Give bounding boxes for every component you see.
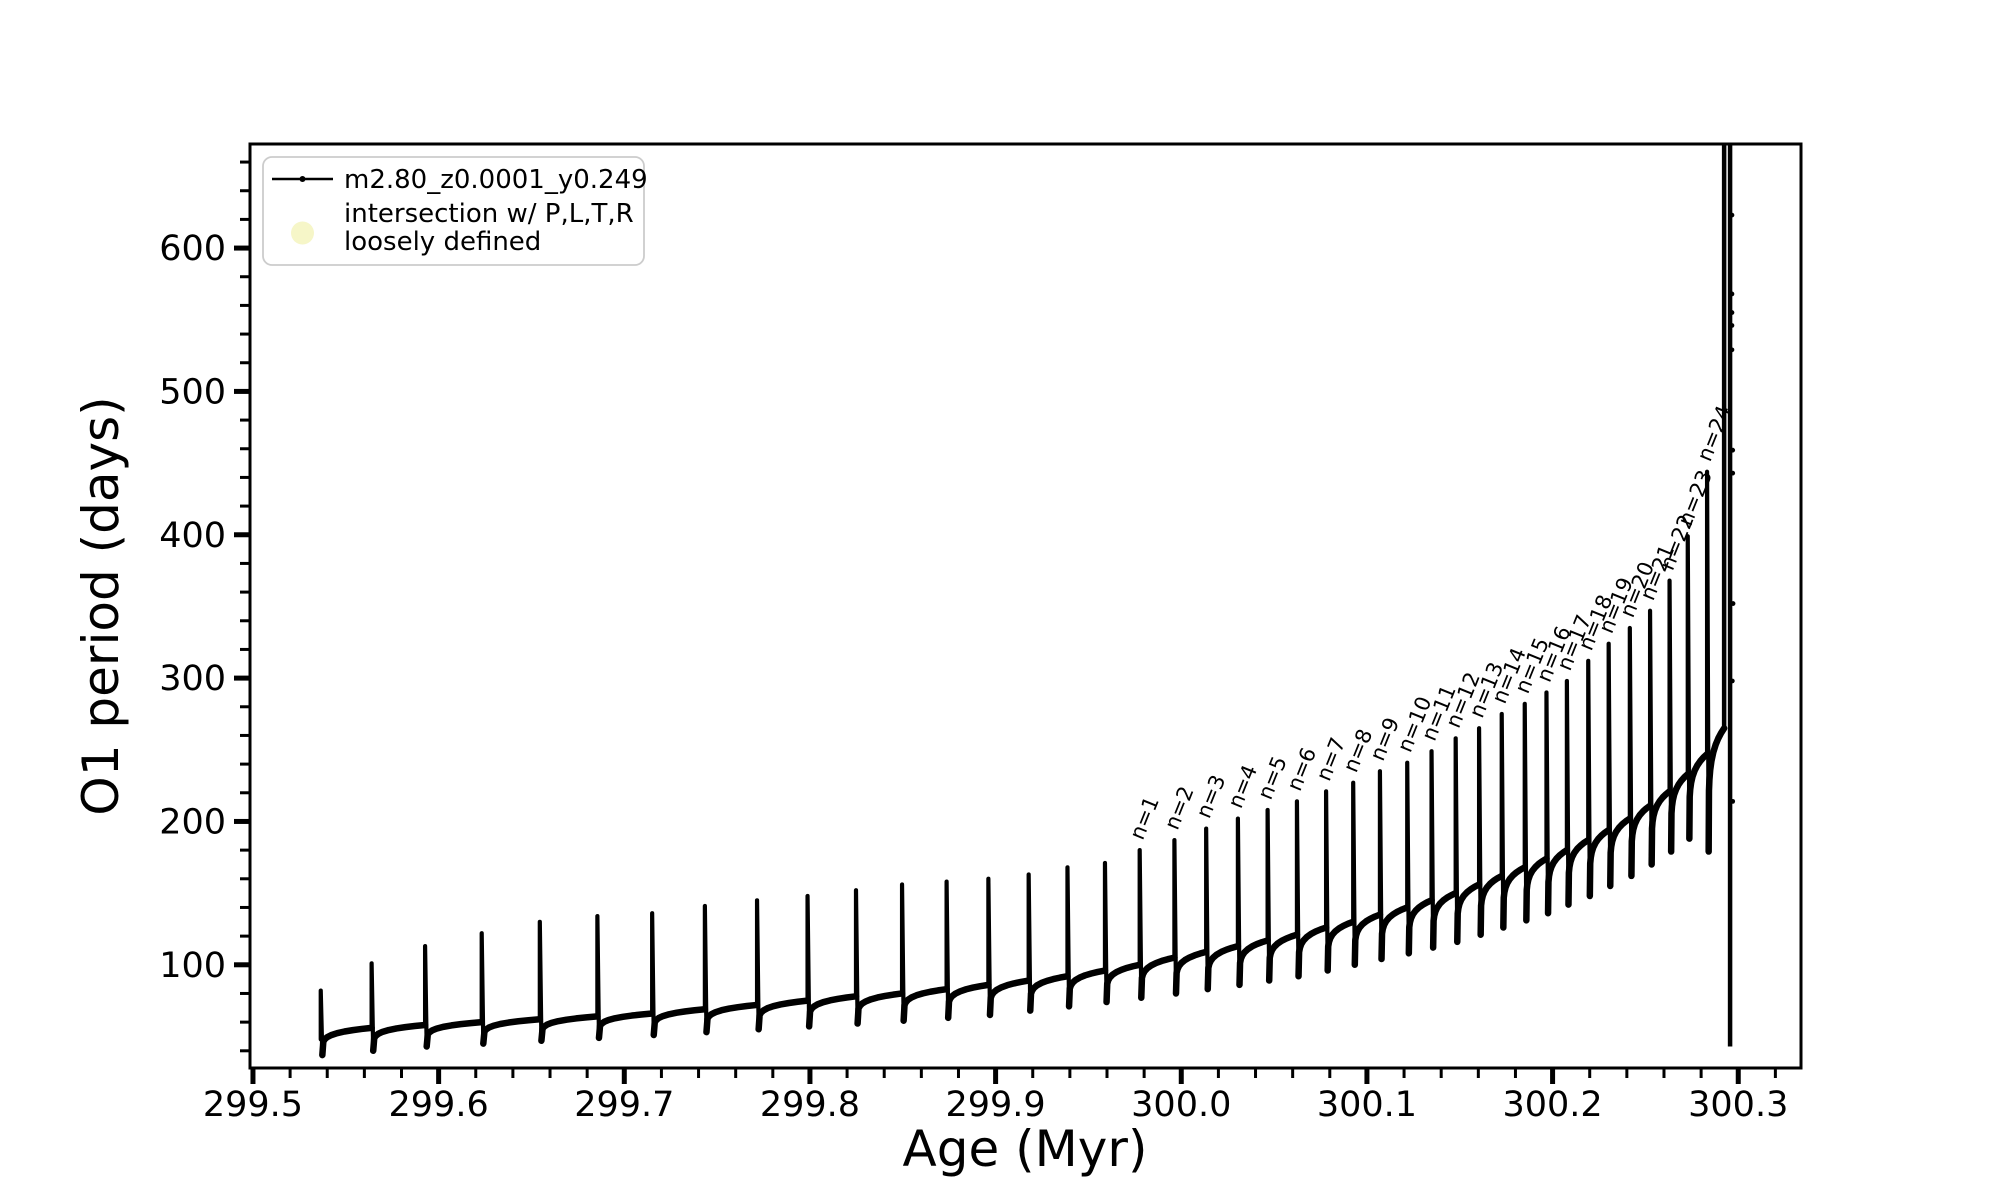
- final-event-lines: [1721, 144, 1733, 1047]
- stray-data-point: [1730, 798, 1736, 804]
- legend-entry-intersection-label-line1: intersection w/ P,L,T,R: [344, 199, 634, 229]
- stray-data-point: [1729, 347, 1735, 353]
- y-tick-label: 500: [159, 372, 226, 412]
- x-axis-label: Age (Myr): [903, 1120, 1148, 1178]
- series-baseline-path: [319, 725, 1728, 1059]
- stray-data-point: [1729, 212, 1735, 218]
- y-tick-label: 300: [159, 659, 226, 699]
- stray-data-point: [1730, 447, 1736, 453]
- y-tick-label: 400: [159, 516, 226, 556]
- stray-data-point: [1729, 291, 1735, 297]
- axes-spines: [248, 142, 1803, 1070]
- stray-data-point: [1730, 601, 1736, 606]
- x-tick-label: 300.3: [1688, 1085, 1788, 1125]
- y-tick-label: 100: [159, 946, 226, 986]
- legend-box: [262, 156, 645, 266]
- legend: m2.80_z0.0001_y0.249 intersection w/ P,L…: [262, 156, 648, 266]
- x-tick-label: 299.8: [760, 1085, 860, 1125]
- x-tick-label: 299.9: [946, 1085, 1046, 1125]
- stray-data-point: [1729, 323, 1735, 328]
- stray-data-point: [1730, 470, 1736, 476]
- x-axis-ticks: [250, 1068, 1777, 1084]
- x-tick-label: 300.0: [1131, 1085, 1231, 1125]
- y-tick-label: 600: [159, 229, 226, 269]
- x-tick-label: 299.5: [203, 1085, 303, 1125]
- stray-data-point: [1729, 678, 1735, 684]
- x-tick-label: 300.2: [1502, 1085, 1602, 1125]
- y-tick-label: 200: [159, 802, 226, 842]
- legend-line-dot-marker: [299, 176, 306, 182]
- y-axis-ticks: [234, 160, 250, 1053]
- legend-intersection-circle-marker: [291, 221, 314, 245]
- x-axis-tick-labels: 299.5 299.6 299.7 299.8 299.9 300.0 300.1 300.2…: [203, 1085, 1788, 1125]
- legend-entry-intersection-label-line2: loosely defined: [344, 227, 541, 257]
- x-tick-label: 299.7: [574, 1085, 674, 1125]
- stray-data-point: [1729, 310, 1735, 315]
- stray-data-points: [1729, 212, 1736, 804]
- x-tick-label: 299.6: [389, 1085, 489, 1125]
- plot-data-group: [318, 144, 1736, 1059]
- y-axis-label: O1 period (days): [72, 396, 130, 815]
- x-tick-label: 300.1: [1317, 1085, 1417, 1125]
- legend-entry-series-label: m2.80_z0.0001_y0.249: [344, 165, 648, 195]
- y-axis-tick-labels: 100 200 300 400 500 600: [159, 229, 226, 986]
- series-spikes-path: [318, 469, 1711, 1058]
